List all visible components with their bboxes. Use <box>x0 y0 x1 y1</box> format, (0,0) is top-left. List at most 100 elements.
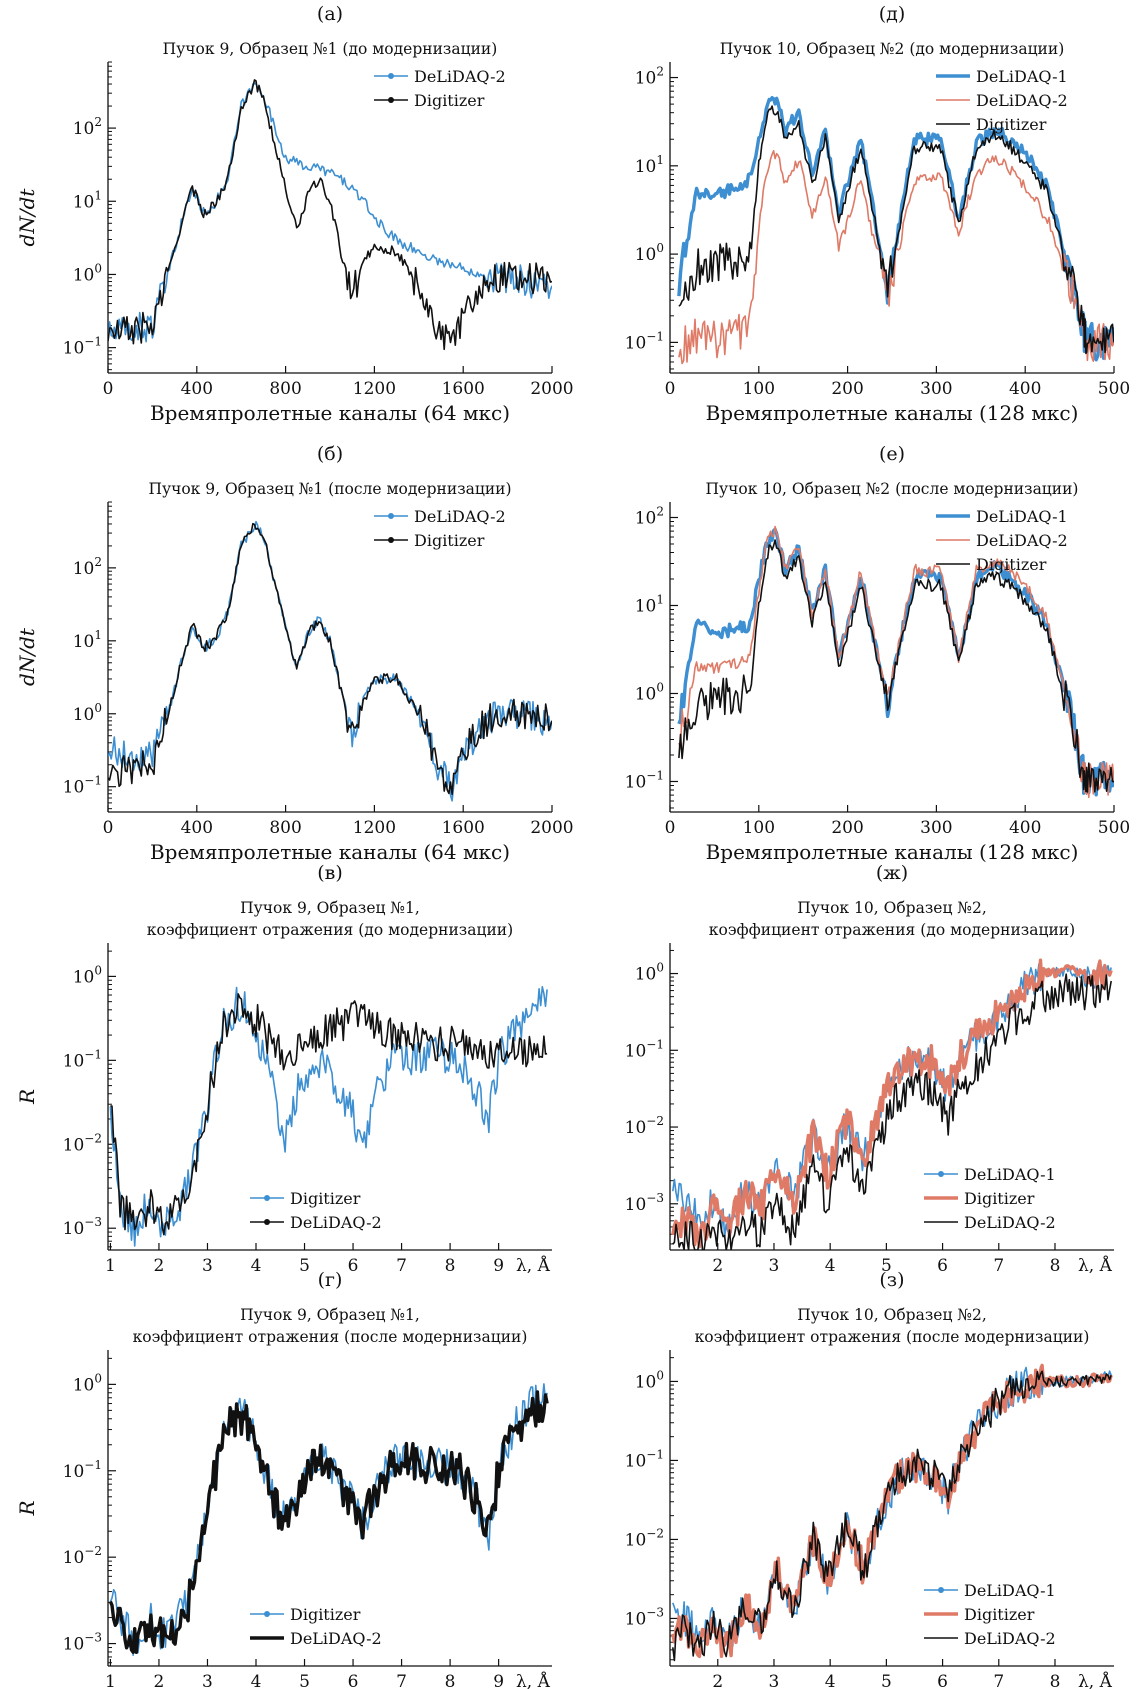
y-axis-label: dN/dt <box>15 188 39 247</box>
x-tick-label: 9 <box>493 1256 504 1276</box>
series-line <box>671 1363 1113 1659</box>
panel-tag: (ж) <box>876 862 908 884</box>
legend-label: DeLiDAQ-2 <box>964 1213 1056 1232</box>
series-line <box>109 985 548 1247</box>
series-line <box>678 525 1114 799</box>
panel-title: коэффициент отражения (до модернизации) <box>147 921 513 939</box>
y-tick-label: 101 <box>73 628 102 652</box>
legend-label: DeLiDAQ-2 <box>976 91 1068 110</box>
y-tick-label: 10−3 <box>63 1215 102 1239</box>
y-tick-label: 10−3 <box>625 1605 664 1629</box>
legend-label: DeLiDAQ-2 <box>290 1629 382 1648</box>
panel-tag: (з) <box>879 1269 904 1291</box>
series-line <box>677 95 1114 362</box>
series-line <box>108 79 552 351</box>
x-tick-label: 1 <box>105 1256 116 1276</box>
legend-marker <box>388 513 394 519</box>
legend-label: DeLiDAQ-1 <box>964 1165 1056 1184</box>
panel-title: Пучок 9, Образец №1, <box>240 899 420 917</box>
x-tick-label: 0 <box>103 818 114 838</box>
x-tick-label: 2 <box>712 1256 723 1276</box>
series-line <box>678 105 1114 355</box>
legend-label: Digitizer <box>414 531 485 550</box>
legend-label: Digitizer <box>964 1605 1035 1624</box>
x-tick-label: 4 <box>251 1256 262 1276</box>
legend-label: DeLiDAQ-2 <box>290 1213 382 1232</box>
x-tick-label: 400 <box>1009 379 1041 399</box>
x-tick-label: 6 <box>937 1672 948 1689</box>
panel-tag: (г) <box>318 1269 343 1291</box>
y-tick-label: 10−1 <box>625 768 664 792</box>
panel-tag: (д) <box>879 3 906 25</box>
x-tick-label: 7 <box>396 1672 407 1689</box>
legend-label: Digitizer <box>976 555 1047 574</box>
x-tick-label: 200 <box>831 379 863 399</box>
y-axis-label: dN/dt <box>15 627 39 686</box>
x-tick-label: 2 <box>712 1672 723 1689</box>
legend-label: Digitizer <box>414 91 485 110</box>
legend-label: Digitizer <box>976 115 1047 134</box>
panel-tag: (б) <box>317 443 343 465</box>
y-tick-label: 10−3 <box>63 1631 102 1655</box>
legend-marker <box>264 1195 270 1201</box>
legend-label: DeLiDAQ-2 <box>414 67 506 86</box>
x-tick-label: 7 <box>396 1256 407 1276</box>
x-tick-label: 1600 <box>442 379 485 399</box>
y-tick-label: 100 <box>73 963 102 987</box>
series-line <box>678 150 1114 365</box>
x-tick-label: 7 <box>993 1256 1004 1276</box>
x-tick-label: 4 <box>825 1256 836 1276</box>
x-tick-label: 1 <box>105 1672 116 1689</box>
x-tick-label: 6 <box>348 1256 359 1276</box>
y-tick-label: 10−1 <box>625 1037 664 1061</box>
x-tick-label: 2000 <box>530 379 573 399</box>
y-tick-label: 102 <box>635 504 664 528</box>
x-axis-label: λ, Å <box>516 1671 551 1689</box>
x-tick-label: 800 <box>269 379 301 399</box>
x-tick-label: 2000 <box>530 818 573 838</box>
series-line <box>108 1390 549 1655</box>
x-tick-label: 3 <box>769 1256 780 1276</box>
x-tick-label: 3 <box>202 1256 213 1276</box>
series-line <box>672 973 1112 1250</box>
x-tick-label: 0 <box>665 818 676 838</box>
x-tick-label: 5 <box>881 1256 892 1276</box>
y-tick-label: 101 <box>635 592 664 616</box>
legend-label: DeLiDAQ-2 <box>964 1629 1056 1648</box>
legend-marker <box>264 1611 270 1617</box>
x-tick-label: 3 <box>202 1672 213 1689</box>
panel-title: Пучок 9, Образец №1 (до модернизации) <box>163 40 498 58</box>
x-tick-label: 400 <box>181 818 213 838</box>
y-tick-label: 102 <box>73 555 102 579</box>
y-tick-label: 10−2 <box>63 1131 102 1155</box>
panel-tag: (в) <box>317 862 343 884</box>
y-tick-label: 10−1 <box>63 335 102 359</box>
panel-title: Пучок 9, Образец №1 (после модернизации) <box>148 480 511 498</box>
x-tick-label: 8 <box>1050 1672 1061 1689</box>
series-line <box>108 82 552 343</box>
panel-title: Пучок 10, Образец №2 (после модернизации… <box>706 480 1079 498</box>
y-axis-label: R <box>15 1089 39 1105</box>
x-tick-label: 200 <box>831 818 863 838</box>
y-tick-label: 10−1 <box>63 774 102 798</box>
panel-e: (е) Пучок 10, Образец №2 (после модерниза… <box>625 443 1131 864</box>
panel-title: Пучок 10, Образец №2 (до модернизации) <box>720 40 1065 58</box>
x-tick-label: 500 <box>1098 818 1130 838</box>
x-tick-label: 400 <box>1009 818 1041 838</box>
x-tick-label: 400 <box>181 379 213 399</box>
x-tick-label: 300 <box>920 379 952 399</box>
x-axis-label: Времяпролетные каналы (128 мкс) <box>706 401 1079 425</box>
x-axis-label: Времяпролетные каналы (64 мкс) <box>150 401 510 425</box>
series-line <box>671 958 1113 1249</box>
panel-g: (г) Пучок 9, Образец №1, коэффициент отраж… <box>15 1269 552 1689</box>
x-tick-label: 0 <box>103 379 114 399</box>
panel-tag: (е) <box>879 443 905 465</box>
x-tick-label: 9 <box>493 1672 504 1689</box>
y-axis-label: R <box>15 1500 39 1516</box>
x-tick-label: 800 <box>269 818 301 838</box>
x-axis-label: λ, Å <box>1078 1671 1113 1689</box>
legend-label: Digitizer <box>290 1189 361 1208</box>
series-line <box>108 520 552 802</box>
legend-marker <box>388 73 394 79</box>
x-tick-label: 2 <box>154 1256 165 1276</box>
